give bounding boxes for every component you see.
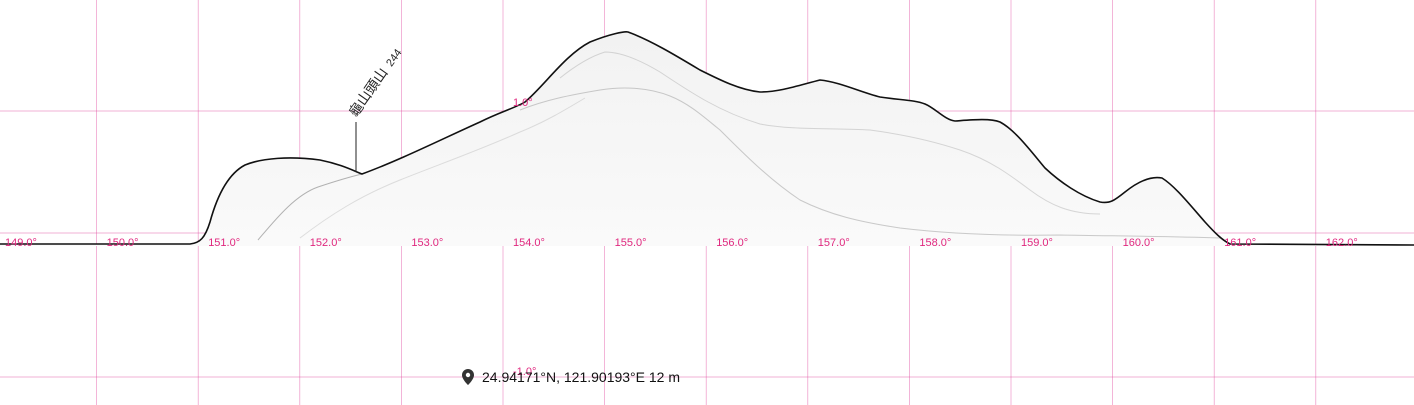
y-axis-labels: 1.0° -1.0° [513,97,536,378]
x-tick-label: 149.0° [5,237,37,249]
location-text: 24.94171°N, 121.90193°E 12 m [482,369,681,385]
x-tick-label: 158.0° [919,237,951,249]
y-tick-label: 1.0° [513,97,533,109]
x-axis-labels: 149.0° 150.0° 151.0° 152.0° 153.0° 154.0° 155.… [5,237,1358,249]
peak-label-group: 龜山頭山 244 [345,47,404,120]
x-tick-label: 154.0° [513,237,545,249]
x-tick-label: 159.0° [1021,237,1053,249]
inner-ridge [299,97,586,239]
location-readout: 24.94171°N, 121.90193°E 12 m [462,366,680,388]
x-tick-label: 157.0° [818,237,850,249]
map-pin-icon [462,369,474,385]
x-tick-label: 153.0° [411,237,443,249]
x-tick-label: 155.0° [615,237,647,249]
inner-ridge [559,51,1101,215]
x-tick-label: 160.0° [1123,237,1155,249]
inner-ridge [257,173,363,241]
mountain-silhouette [0,31,1414,247]
x-tick-label: 161.0° [1224,237,1256,249]
ridgeline [0,31,1414,246]
x-tick-label: 152.0° [310,237,342,249]
x-tick-label: 151.0° [208,237,240,249]
peak-name: 龜山頭山 [345,65,390,120]
x-tick-label: 150.0° [107,237,139,249]
y-tick-label: -1.0° [513,366,536,378]
x-tick-label: 156.0° [716,237,748,249]
inner-ridge [519,87,1221,239]
x-tick-label: 162.0° [1326,237,1358,249]
